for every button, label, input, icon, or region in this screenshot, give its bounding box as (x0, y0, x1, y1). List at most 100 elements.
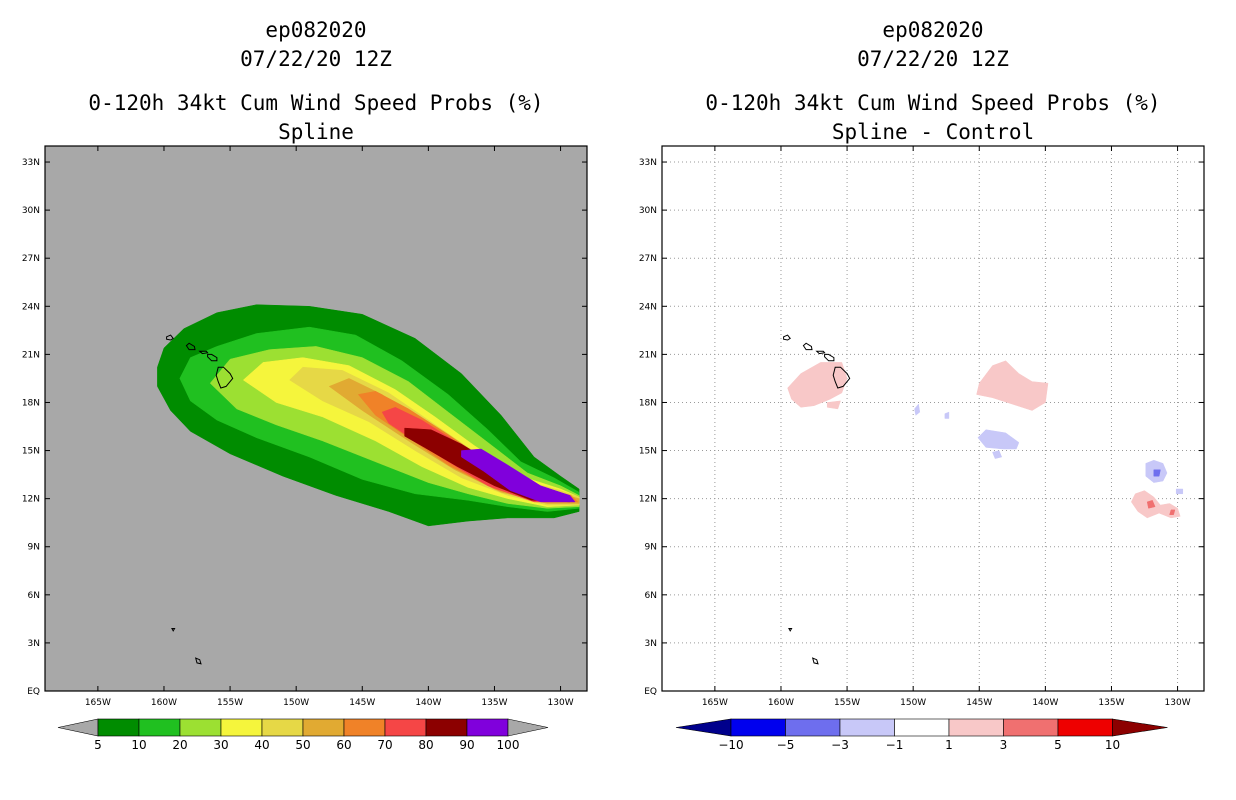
island-outline (171, 628, 176, 632)
island-outline (185, 342, 196, 351)
island-outline (783, 334, 791, 341)
right-storm-id: ep082020 (882, 18, 984, 42)
contour-level-90 (461, 448, 576, 503)
contour-level-3 (1169, 509, 1176, 515)
y-tick-label: 30N (22, 206, 40, 216)
y-tick-label: 3N (645, 639, 657, 649)
right-product-title: 0-120h 34kt Cum Wind Speed Probs (%) (705, 91, 1161, 115)
left-plot-frame (44, 145, 588, 692)
colorbar-max-arrow (507, 718, 549, 737)
left-colorbar: 5 10 20 30 40 50 60 70 80 90 100 (57, 718, 549, 752)
contour-level-3 (1146, 500, 1156, 509)
x-tick-label: 135W (481, 698, 507, 708)
island-outline (207, 353, 218, 362)
island-outline (215, 366, 234, 389)
left-product-title: 0-120h 34kt Cum Wind Speed Probs (%) (88, 91, 544, 115)
y-tick-label: 18N (22, 398, 40, 408)
colorbar-label: 90 (459, 738, 474, 752)
x-tick-label: 145W (349, 698, 375, 708)
colorbar-label: 60 (336, 738, 351, 752)
colorbar-label: −10 (718, 738, 743, 752)
colorbar-label: −1 (886, 738, 904, 752)
colorbar-swatch (179, 718, 222, 737)
right-panel: 165W 160W 155W 150W 145W 140W 135W 130W EQ 3N 6N 9N… (639, 145, 1205, 752)
contour-level-1 (826, 400, 841, 410)
x-tick-label: 155W (217, 698, 243, 708)
y-tick-label: 12N (639, 495, 657, 505)
colorbar-swatch (730, 718, 786, 737)
left-storm-id: ep082020 (265, 18, 367, 42)
colorbar-swatch (894, 718, 950, 737)
colorbar-label: 50 (295, 738, 310, 752)
x-tick-label: 130W (1165, 698, 1191, 708)
colorbar-swatch (948, 718, 1004, 737)
colorbar-label: 30 (213, 738, 228, 752)
colorbar-label: 70 (377, 738, 392, 752)
y-tick-label: 33N (22, 158, 40, 168)
y-tick-label: 3N (28, 639, 40, 649)
y-tick-label: 9N (645, 543, 657, 553)
island-outline (811, 657, 819, 665)
colorbar-swatch (785, 718, 841, 737)
contour-level-neg1 (914, 403, 921, 416)
island-outline (788, 628, 793, 632)
colorbar-label: 20 (172, 738, 187, 752)
colorbar-swatch (97, 718, 140, 737)
contour-level-neg1 (992, 450, 1002, 459)
contour-level-neg1 (977, 429, 1020, 450)
y-tick-label: 15N (22, 447, 40, 457)
left-panel: 165W 160W 155W 150W 145W 140W 135W 130W EQ 3N 6N 9N… (22, 145, 588, 752)
colorbar-swatch (302, 718, 345, 737)
colorbar-swatch (138, 718, 181, 737)
y-tick-label: EQ (644, 687, 657, 697)
y-tick-label: 18N (639, 398, 657, 408)
right-plot-background (662, 146, 1204, 691)
colorbar-label: 80 (418, 738, 433, 752)
y-tick-label: EQ (27, 687, 40, 697)
contour-level-neg3 (1153, 469, 1161, 477)
colorbar-min-arrow (57, 718, 99, 737)
colorbar-swatch (343, 718, 386, 737)
colorbar-label: 3 (1000, 738, 1008, 752)
colorbar-swatch (425, 718, 468, 737)
right-subtitle: Spline - Control (831, 120, 1035, 144)
island-outline (802, 342, 813, 351)
y-tick-label: 21N (22, 350, 40, 360)
contour-level-neg1 (944, 411, 950, 419)
colorbar-label: 10 (131, 738, 146, 752)
island-outline (194, 657, 202, 665)
right-panel-title: ep082020 07/22/20 12Z 0-120h 34kt Cum Wi… (662, 16, 1204, 147)
y-tick-label: 27N (639, 254, 657, 264)
x-tick-label: 165W (702, 698, 728, 708)
colorbar-swatch (261, 718, 304, 737)
y-tick-label: 6N (645, 591, 657, 601)
left-panel-title: ep082020 07/22/20 12Z 0-120h 34kt Cum Wi… (45, 16, 587, 147)
colorbar-swatch (839, 718, 895, 737)
colorbar-swatch (1057, 718, 1113, 737)
x-tick-label: 155W (834, 698, 860, 708)
right-plot-frame (661, 145, 1205, 692)
x-tick-label: 150W (900, 698, 926, 708)
x-tick-label: 160W (768, 698, 794, 708)
island-outline (198, 350, 209, 355)
colorbar-swatch (384, 718, 427, 737)
y-tick-label: 12N (22, 495, 40, 505)
right-date: 07/22/20 12Z (857, 47, 1009, 71)
y-tick-label: 30N (639, 206, 657, 216)
x-tick-label: 135W (1098, 698, 1124, 708)
left-date: 07/22/20 12Z (240, 47, 392, 71)
left-subtitle: Spline (278, 120, 354, 144)
x-tick-label: 130W (548, 698, 574, 708)
y-tick-label: 33N (639, 158, 657, 168)
right-colorbar: −10 −5 −3 −1 1 3 5 10 (675, 718, 1168, 752)
y-tick-label: 24N (22, 302, 40, 312)
contour-level-1 (976, 360, 1049, 411)
colorbar-swatch (220, 718, 263, 737)
colorbar-label: 10 (1105, 738, 1120, 752)
colorbar-label: 1 (945, 738, 953, 752)
colorbar-max-arrow (1112, 718, 1168, 737)
x-tick-label: 150W (283, 698, 309, 708)
x-tick-label: 140W (415, 698, 441, 708)
colorbar-swatch (1003, 718, 1059, 737)
contour-level-1 (787, 362, 848, 408)
